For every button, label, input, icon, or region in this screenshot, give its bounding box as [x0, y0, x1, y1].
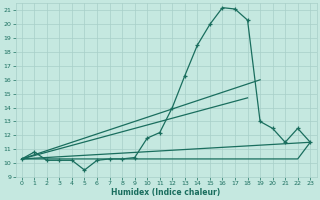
X-axis label: Humidex (Indice chaleur): Humidex (Indice chaleur)	[111, 188, 221, 197]
